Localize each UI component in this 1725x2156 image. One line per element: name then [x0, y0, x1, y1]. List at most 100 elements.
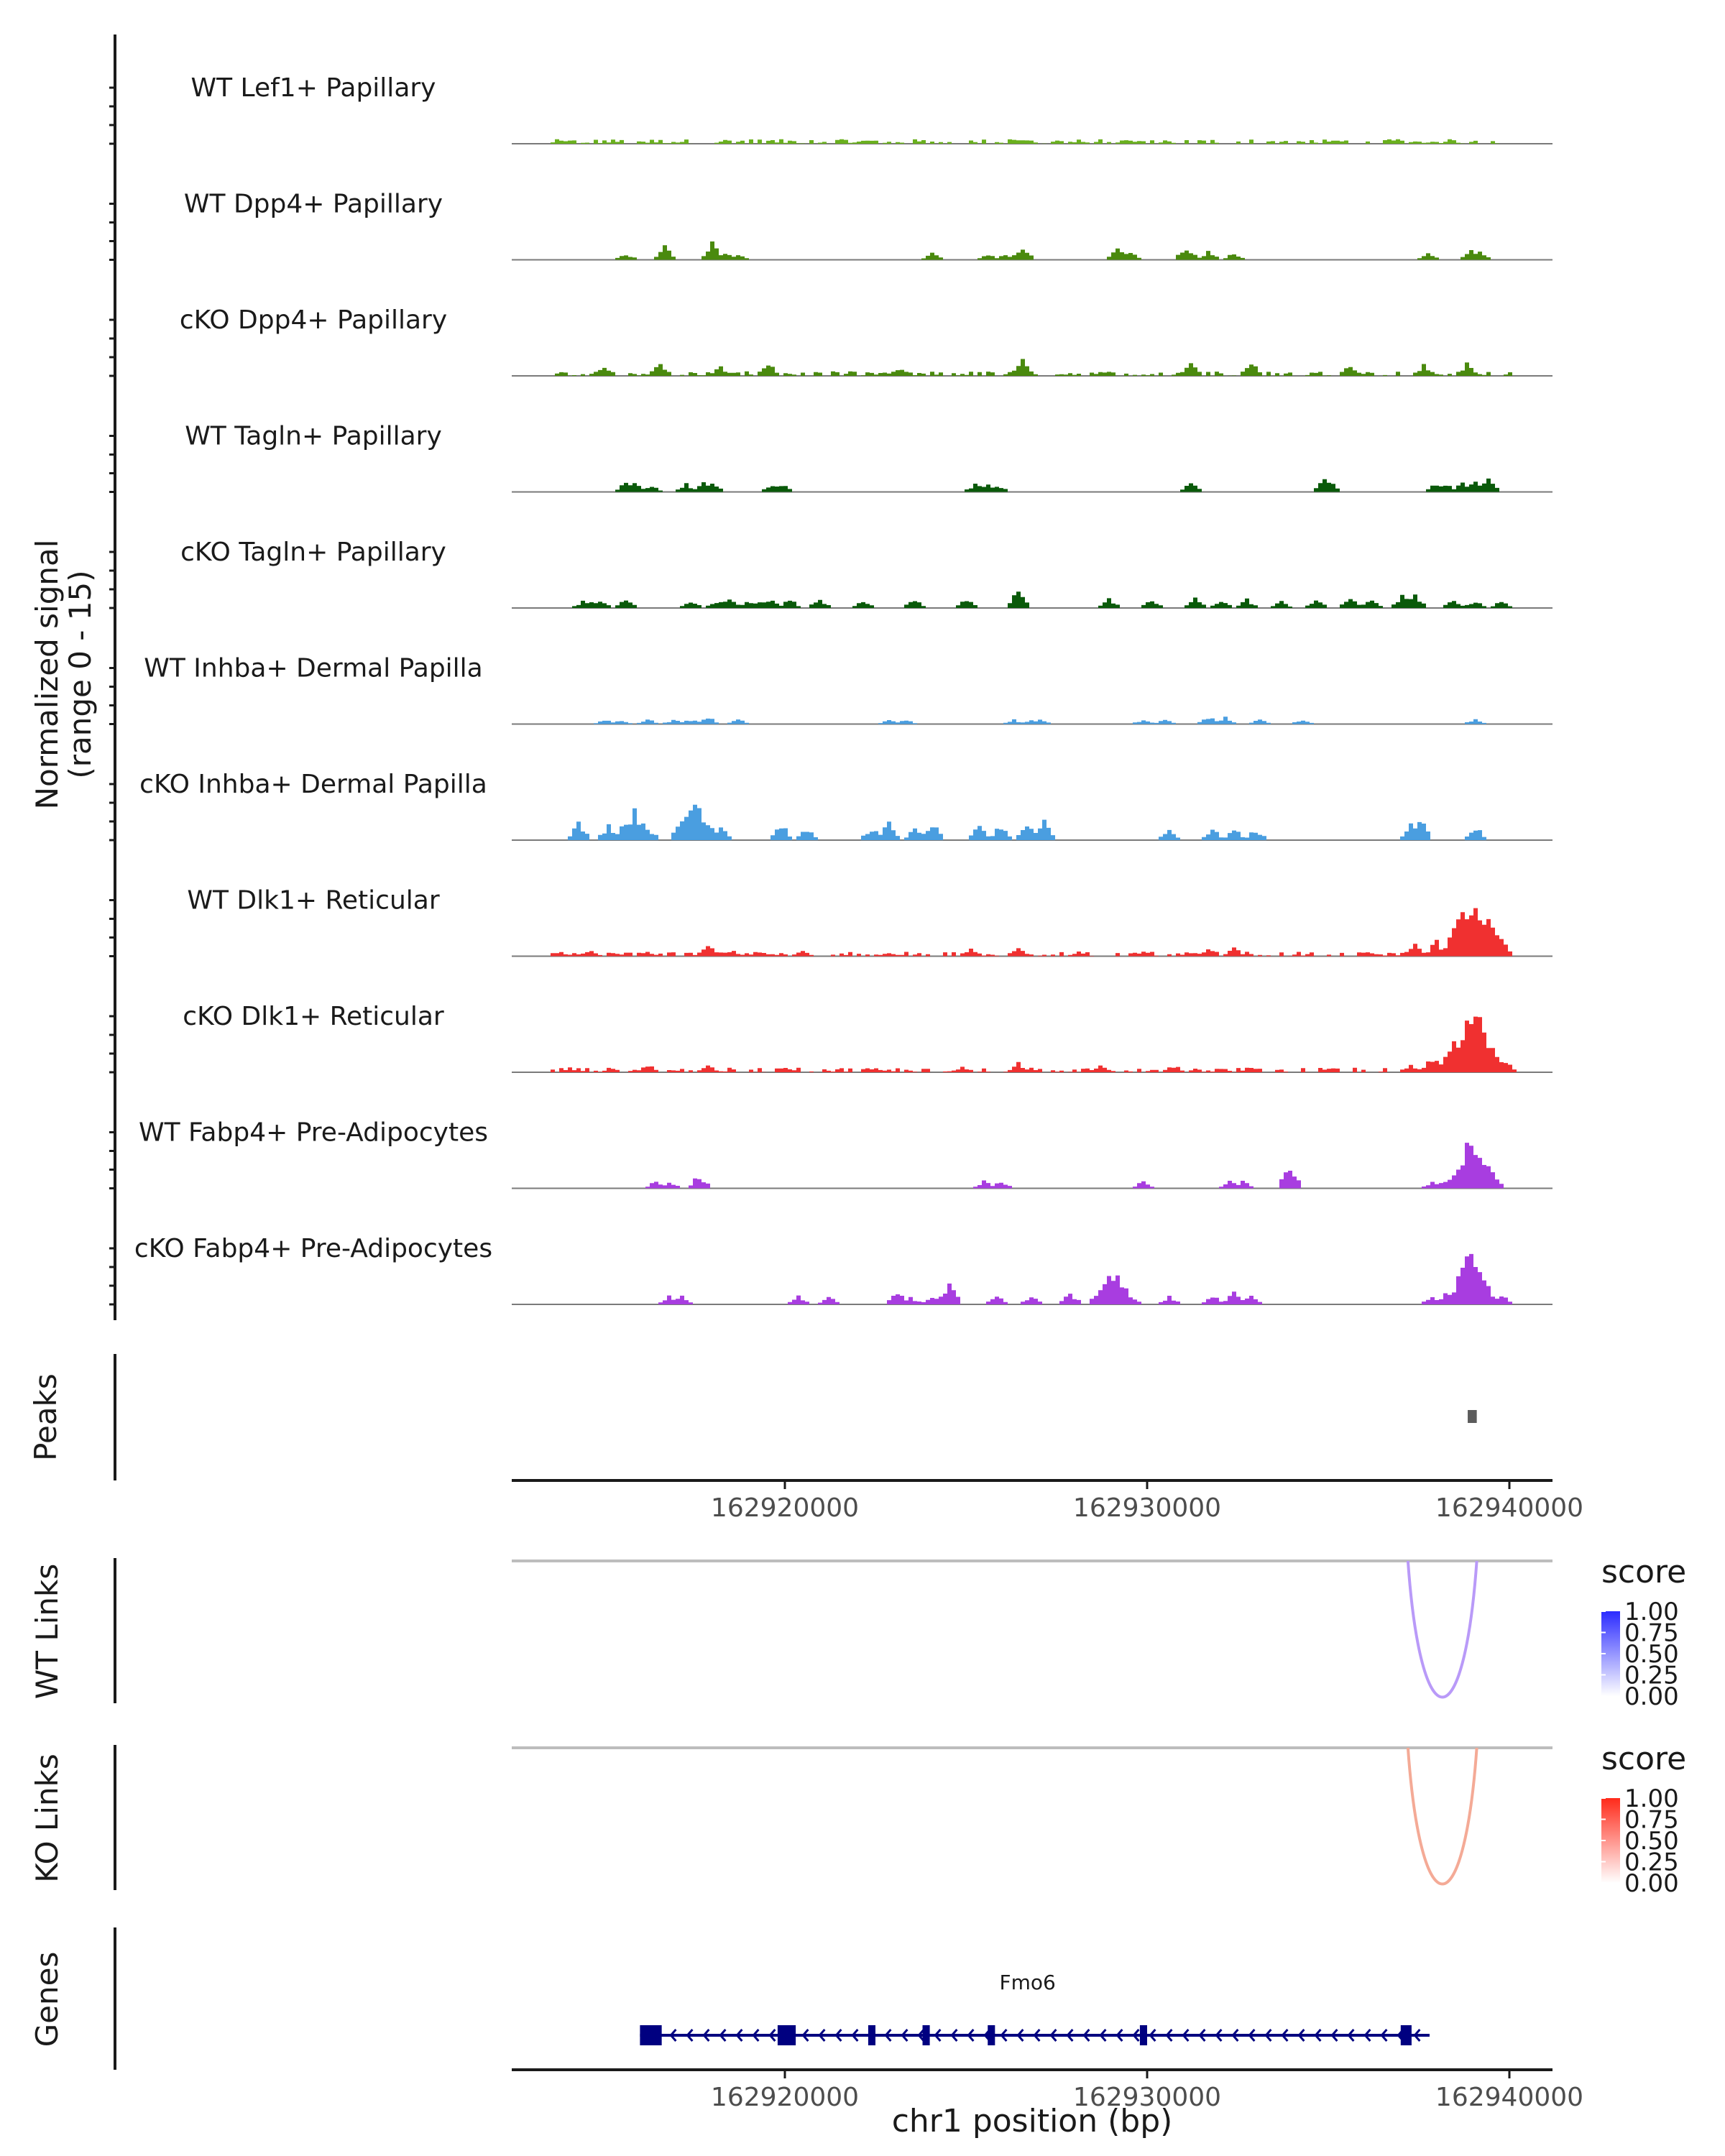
strand-arrow	[1281, 2029, 1289, 2042]
coverage-area	[512, 804, 1552, 840]
legend-title: score	[1601, 1741, 1686, 1777]
coverage-area	[512, 241, 1552, 260]
peaks-x-tick-label: 162930000	[1073, 1493, 1221, 1523]
track-label: cKO Dlk1+ Reticular	[183, 1002, 444, 1031]
legend-tick-label: 0.00	[1624, 1869, 1679, 1898]
genes-x-tick-label: 162920000	[711, 2083, 859, 2112]
peak-region	[1468, 1410, 1477, 1423]
coverage-track: cKO Dlk1+ Reticular	[183, 1002, 1552, 1073]
strand-arrow	[901, 2029, 908, 2042]
coverage-track: cKO Tagln+ Papillary	[180, 538, 1552, 609]
legend-tick-label: 1.00	[1624, 1598, 1679, 1626]
gene-exon	[1400, 2025, 1412, 2045]
strand-arrow	[834, 2029, 842, 2042]
gene-exon	[868, 2025, 875, 2045]
coverage-area	[512, 717, 1552, 724]
strand-arrow	[1231, 2029, 1239, 2042]
track-label: WT Inhba+ Dermal Papilla	[144, 654, 482, 683]
coverage-area	[512, 591, 1552, 608]
y-axis-range-label: (range 0 - 15)	[63, 570, 98, 778]
gene-exon	[777, 2025, 796, 2045]
strand-arrow	[1165, 2029, 1173, 2042]
coverage-area	[512, 1016, 1552, 1072]
strand-arrow	[1000, 2029, 1008, 2042]
coverage-track: WT Tagln+ Papillary	[185, 422, 1552, 493]
legend-tick-label: 0.75	[1624, 1806, 1679, 1835]
track-label: cKO Fabp4+ Pre-Adipocytes	[134, 1234, 492, 1263]
strand-arrow	[669, 2029, 677, 2042]
gene-exon	[988, 2025, 995, 2045]
peaks-panel: Peaks 162920000 162930000 162940000	[28, 1354, 1583, 1523]
strand-arrow	[818, 2029, 826, 2042]
gene-exon	[922, 2025, 930, 2045]
strand-arrow	[1297, 2029, 1305, 2042]
x-axis-title: chr1 position (bp)	[892, 2103, 1173, 2139]
gene-exon	[1139, 2025, 1147, 2045]
gene-name-label: Fmo6	[1000, 1971, 1056, 1994]
strand-arrow	[752, 2029, 760, 2042]
track-label: cKO Inhba+ Dermal Papilla	[139, 770, 487, 799]
coverage-track: WT Dpp4+ Papillary	[184, 190, 1552, 261]
strand-arrow	[1099, 2029, 1107, 2042]
strand-arrow	[1132, 2029, 1140, 2042]
strand-arrow	[686, 2029, 694, 2042]
legend-tick-label: 0.25	[1624, 1848, 1679, 1877]
strand-arrow	[1413, 2029, 1421, 2042]
track-label: WT Lef1+ Papillary	[191, 73, 436, 103]
links-label: WT Links	[29, 1564, 65, 1699]
coverage-track: WT Lef1+ Papillary	[191, 73, 1552, 144]
track-label: WT Tagln+ Papillary	[185, 422, 442, 451]
strand-arrow	[719, 2029, 727, 2042]
coverage-track: cKO Inhba+ Dermal Papilla	[139, 770, 1552, 841]
coverage-area	[512, 908, 1552, 957]
coverage-track: WT Dlk1+ Reticular	[187, 886, 1552, 957]
track-label: cKO Tagln+ Papillary	[180, 538, 446, 567]
strand-arrow	[1116, 2029, 1123, 2042]
genes-panel: Genes Fmo6 162920000 162930000 162940000 chr1…	[29, 1927, 1583, 2139]
peaks-label: Peaks	[28, 1373, 63, 1461]
strand-arrow	[1033, 2029, 1041, 2042]
strand-arrow	[1182, 2029, 1190, 2042]
track-label: WT Dpp4+ Papillary	[184, 190, 443, 219]
strand-arrow	[1380, 2029, 1388, 2042]
strand-arrow	[884, 2029, 892, 2042]
legend-tick-label: 0.50	[1624, 1640, 1679, 1669]
coverage-track: WT Inhba+ Dermal Papilla	[144, 654, 1552, 725]
strand-arrow	[1149, 2029, 1156, 2042]
gene-exon	[640, 2025, 662, 2045]
coverage-track: cKO Fabp4+ Pre-Adipocytes	[134, 1234, 1552, 1305]
strand-arrow	[1347, 2029, 1355, 2042]
strand-arrow	[934, 2029, 942, 2042]
links-track: WT Links score 1.000.750.500.250.00	[29, 1554, 1686, 1711]
coverage-area	[512, 1253, 1552, 1304]
coverage-area	[512, 359, 1552, 376]
strand-arrow	[1314, 2029, 1322, 2042]
strand-arrow	[1016, 2029, 1024, 2042]
link-arc	[1406, 1747, 1478, 1886]
track-label: cKO Dpp4+ Papillary	[180, 305, 447, 335]
coverage-area	[512, 139, 1552, 144]
strand-arrow	[967, 2029, 975, 2042]
strand-arrow	[1248, 2029, 1256, 2042]
coverage-panel: Normalized signal(range 0 - 15) WT Lef1+ …	[29, 34, 1552, 1320]
link-arc	[1406, 1560, 1478, 1699]
strand-arrow	[1330, 2029, 1338, 2042]
y-axis-label: Normalized signal	[29, 540, 65, 810]
legend-title: score	[1601, 1554, 1686, 1590]
peaks-x-tick-label: 162920000	[711, 1493, 859, 1523]
strand-arrow	[1264, 2029, 1272, 2042]
strand-arrow	[1215, 2029, 1223, 2042]
legend-tick-label: 0.50	[1624, 1827, 1679, 1856]
legend-tick-label: 0.75	[1624, 1619, 1679, 1648]
links-track: KO Links score 1.000.750.500.250.00	[29, 1741, 1686, 1898]
strand-arrow	[851, 2029, 859, 2042]
genes-label: Genes	[29, 1952, 65, 2047]
coverage-area	[512, 478, 1552, 492]
strand-arrow	[1066, 2029, 1074, 2042]
strand-arrow	[950, 2029, 958, 2042]
strand-arrow	[801, 2029, 809, 2042]
peaks-x-tick-label: 162940000	[1435, 1493, 1583, 1523]
strand-arrow	[917, 2029, 925, 2042]
